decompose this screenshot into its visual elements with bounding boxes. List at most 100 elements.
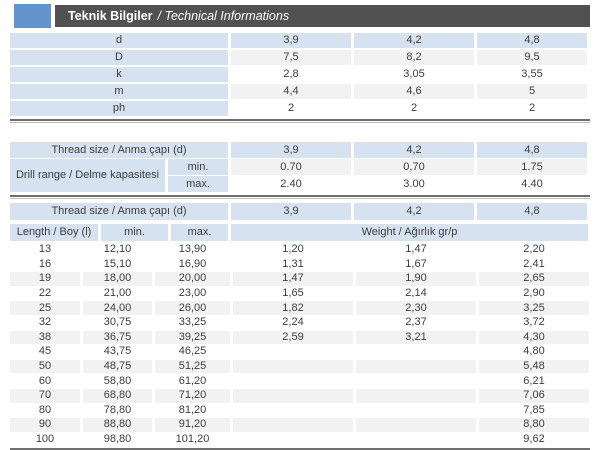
weight-cell: 3,25 xyxy=(479,301,589,315)
weight-cell xyxy=(356,359,476,374)
length-cell: 70 xyxy=(10,388,80,403)
weight-cell xyxy=(233,432,353,447)
title-turkish: Teknik Bilgiler xyxy=(68,9,153,23)
spec-table: d 3,9 4,2 4,8 D 7,5 8,2 9,5 k 2,8 3,05 3,55 m 4,4 4,6 5… xyxy=(10,33,590,116)
weight-cell xyxy=(356,403,476,418)
min-cell: 43,75 xyxy=(83,345,152,359)
weight-cell xyxy=(356,432,476,447)
spec-value-cell: 4,8 xyxy=(477,33,587,48)
max-cell: 51,25 xyxy=(155,359,230,374)
thread-size-value: 4,2 xyxy=(354,203,474,220)
max-cell: 20,00 xyxy=(155,272,230,286)
spec-value-cell: 7,5 xyxy=(231,50,351,65)
max-cell: 71,20 xyxy=(155,388,230,403)
length-cell: 50 xyxy=(10,359,80,374)
weight-cell: 3,72 xyxy=(479,315,589,330)
weight-cell xyxy=(233,388,353,403)
drill-table: Thread size / Anma çapı (d) 3,9 4,2 4,8 … xyxy=(10,142,590,192)
length-cell: 25 xyxy=(10,301,80,315)
length-cell: 32 xyxy=(10,315,80,330)
thread-size-value: 4,8 xyxy=(477,203,587,220)
max-cell: 16,90 xyxy=(155,257,230,272)
min-cell: 58,80 xyxy=(83,374,152,388)
weight-cell xyxy=(233,345,353,359)
spec-value-cell: 4,6 xyxy=(354,84,474,99)
thread-size-label: Thread size / Anma çapı (d) xyxy=(10,142,228,158)
length-table-thread-row: Thread size / Anma çapı (d) 3,9 4,2 4,8 xyxy=(10,203,590,220)
weight-cell: 1,82 xyxy=(233,301,353,315)
spec-value-cell: 4,2 xyxy=(354,33,474,48)
length-cell: 60 xyxy=(10,374,80,388)
weight-cell: 7,06 xyxy=(479,388,589,403)
spec-value-cell: 3,55 xyxy=(477,67,587,82)
weight-cell xyxy=(356,418,476,432)
thread-size-value: 4,8 xyxy=(477,142,587,158)
length-cell: 90 xyxy=(10,418,80,432)
length-cell: 16 xyxy=(10,257,80,272)
weight-cell: 2,37 xyxy=(356,315,476,330)
spec-value-cell: 9,5 xyxy=(477,50,587,65)
spec-value-cell: 2 xyxy=(231,101,351,116)
drill-range-label: Drill range / Delme kapasitesi xyxy=(10,159,165,192)
weight-cell: 1,90 xyxy=(356,272,476,286)
weight-cell: 2,24 xyxy=(233,315,353,330)
max-cell: 101,20 xyxy=(155,432,230,447)
min-cell: 36,75 xyxy=(83,330,152,345)
weight-header: Weight / Ağırlık gr/p xyxy=(231,224,588,241)
min-cell: 48,75 xyxy=(83,359,152,374)
min-cell: 24,00 xyxy=(83,301,152,315)
weight-cell: 8,80 xyxy=(479,418,589,432)
length-cell: 19 xyxy=(10,272,80,286)
brand-accent-square xyxy=(14,4,51,28)
weight-cell: 1,47 xyxy=(233,272,353,286)
max-cell: 91,20 xyxy=(155,418,230,432)
drill-min-value: 0.70 xyxy=(231,159,351,175)
weight-cell xyxy=(233,418,353,432)
weight-cell: 6,21 xyxy=(479,374,589,388)
length-table-header-row: Length / Boy (l) min. max. Weight / Ağır… xyxy=(10,224,590,241)
weight-cell: 1,67 xyxy=(356,257,476,272)
weight-cell: 1,47 xyxy=(356,243,476,257)
min-header: min. xyxy=(101,224,168,241)
length-cell: 13 xyxy=(10,243,80,257)
max-cell: 33,25 xyxy=(155,315,230,330)
weight-cell xyxy=(356,345,476,359)
weight-cell: 2,41 xyxy=(479,257,589,272)
weight-cell: 4,80 xyxy=(479,345,589,359)
weight-cell: 1,20 xyxy=(233,243,353,257)
weight-cell: 2,90 xyxy=(479,286,589,301)
max-cell: 23,00 xyxy=(155,286,230,301)
weight-cell: 1,31 xyxy=(233,257,353,272)
max-cell: 46,25 xyxy=(155,345,230,359)
length-cell: 45 xyxy=(10,345,80,359)
weight-cell xyxy=(356,374,476,388)
spec-value-cell: 8,2 xyxy=(354,50,474,65)
drill-min-value: 1.75 xyxy=(477,159,587,175)
min-cell: 88,80 xyxy=(83,418,152,432)
thread-size-value: 4,2 xyxy=(354,142,474,158)
weight-cell: 2,65 xyxy=(479,272,589,286)
spec-label-cell: d xyxy=(10,33,228,48)
max-header: max. xyxy=(171,224,228,241)
spec-value-cell: 5 xyxy=(477,84,587,99)
min-label: min. xyxy=(168,159,228,175)
thread-size-value: 3,9 xyxy=(231,203,351,220)
spec-value-cell: 3,9 xyxy=(231,33,351,48)
section-title-strip: Teknik Bilgiler / Technical Informations xyxy=(55,5,590,27)
length-cell: 38 xyxy=(10,330,80,345)
min-cell: 78,80 xyxy=(83,403,152,418)
divider-rule xyxy=(10,195,590,199)
spec-value-cell: 2,8 xyxy=(231,67,351,82)
max-cell: 61,20 xyxy=(155,374,230,388)
weight-cell: 4,30 xyxy=(479,330,589,345)
spec-value-cell: 3,05 xyxy=(354,67,474,82)
max-cell: 26,00 xyxy=(155,301,230,315)
thread-size-label: Thread size / Anma çapı (d) xyxy=(10,203,228,220)
drill-max-value: 2.40 xyxy=(231,176,351,192)
weight-cell xyxy=(356,388,476,403)
spec-label-cell: k xyxy=(10,67,228,82)
length-cell: 100 xyxy=(10,432,80,447)
spec-value-cell: 2 xyxy=(477,101,587,116)
weight-cell: 2,59 xyxy=(233,330,353,345)
